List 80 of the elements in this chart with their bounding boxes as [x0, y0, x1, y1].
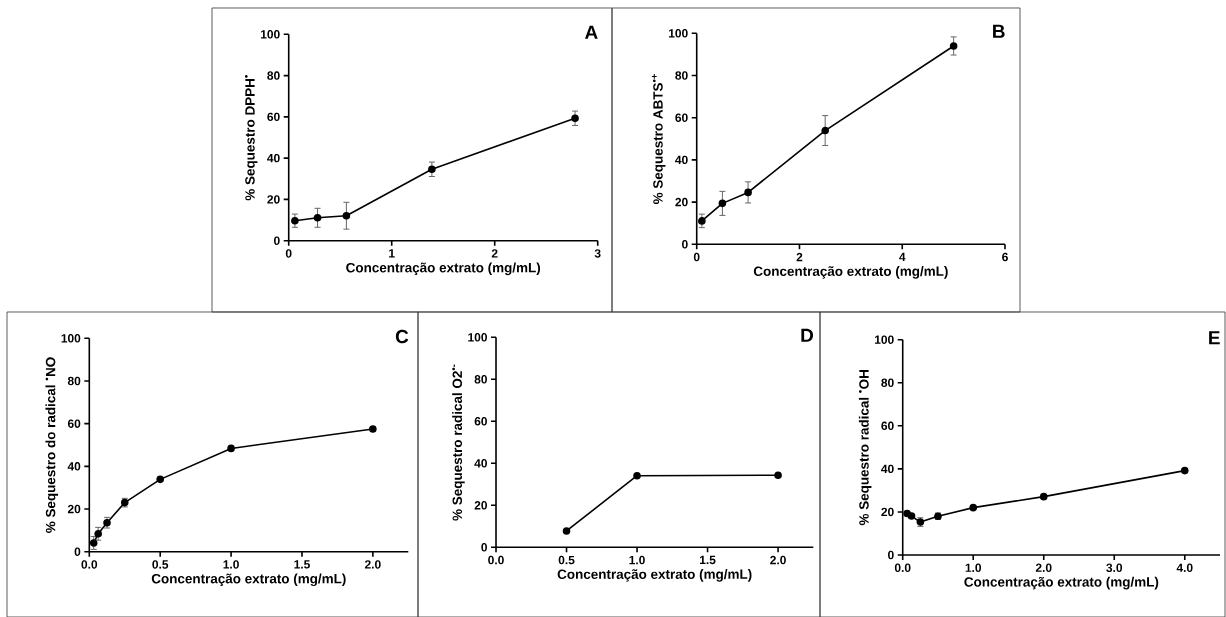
chart-title: E	[1209, 331, 1220, 345]
y-tick-label: 20	[267, 195, 280, 204]
x-tick-label: 0.5	[152, 560, 169, 569]
x-axis-title: Concentração extrato (mg/mL)	[753, 265, 948, 279]
point	[821, 126, 829, 135]
y-tick-label: 100	[468, 332, 487, 342]
x-tick-label: 1.0	[629, 555, 645, 565]
point	[562, 526, 571, 535]
x-axis-title: Concentração extrato (mg/mL)	[151, 573, 346, 586]
point	[428, 165, 436, 173]
y-axis-title: % Sequestro do radical $^{•}$NO	[45, 357, 58, 533]
y-tick-label: 0	[481, 542, 487, 552]
point	[89, 538, 98, 547]
y-tick-label: 20	[881, 507, 894, 516]
point	[342, 211, 351, 220]
y-tick-label: 20	[474, 500, 487, 510]
point	[291, 216, 299, 225]
x-tick-label: 0	[693, 252, 700, 262]
y-axis-title: % Sequestro DPPH$^{•}$	[244, 74, 258, 201]
x-tick-label: 2	[796, 252, 803, 261]
y-axis-title: % Sequestro ABTS$^{•+}$	[651, 73, 666, 204]
y-tick-label: 100	[61, 333, 81, 343]
y-tick-label: 60	[675, 113, 688, 122]
y-tick-label: 80	[67, 376, 81, 386]
x-tick-label: 4	[899, 252, 906, 261]
y-tick-label: 80	[474, 374, 487, 384]
y-tick-label: 60	[67, 419, 81, 428]
point	[774, 471, 782, 479]
y-axis-title: % Sequestro radical O2$^{•-}$	[452, 364, 465, 521]
point	[949, 41, 958, 50]
x-tick-label: 2.0	[770, 555, 786, 565]
y-tick-label: 100	[260, 29, 280, 39]
x-tick-label: 1.0	[965, 563, 982, 572]
x-tick-label: 0.0	[894, 563, 911, 572]
y-tick-label: 80	[267, 71, 280, 80]
point	[313, 213, 322, 222]
chart-title: D	[801, 328, 813, 342]
x-tick-label: 1.5	[699, 555, 716, 564]
y-tick-label: 0	[74, 547, 81, 556]
y-tick-label: 0	[682, 239, 688, 249]
y-tick-label: 40	[881, 464, 894, 473]
point	[718, 199, 727, 207]
y-tick-label: 60	[474, 416, 487, 426]
y-tick-label: 20	[675, 197, 688, 207]
y-tick-label: 40	[474, 458, 487, 468]
x-tick-label: 2.0	[364, 560, 381, 569]
y-tick-label: 20	[67, 504, 81, 514]
x-tick-label: 4.0	[1176, 563, 1193, 572]
x-axis-title: Concentração extrato (mg/mL)	[964, 576, 1159, 590]
y-axis-title: % Sequestro radical $^{•}$OH	[858, 369, 872, 525]
y-tick-label: 0	[274, 236, 280, 245]
point	[744, 188, 752, 197]
x-tick-label: 1	[389, 249, 395, 258]
x-tick-label: 1.5	[294, 560, 310, 569]
chart-title: C	[395, 329, 409, 344]
x-tick-label: 3	[594, 249, 601, 258]
chart-title: B	[993, 24, 1005, 38]
y-tick-label: 60	[881, 421, 894, 430]
point	[633, 471, 641, 480]
x-tick-label: 3.0	[1106, 563, 1123, 572]
y-tick-label: 40	[267, 153, 280, 163]
x-axis-title: Concentração extrato (mg/mL)	[557, 568, 752, 582]
x-axis-title: Concentração extrato (mg/mL)	[346, 262, 541, 275]
x-tick-label: 0	[285, 249, 292, 258]
x-tick-label: 0.0	[488, 555, 504, 565]
x-tick-label: 2	[491, 249, 498, 258]
y-tick-label: 40	[675, 155, 688, 164]
y-tick-label: 80	[675, 71, 688, 80]
y-tick-label: 60	[267, 112, 280, 121]
x-tick-label: 0.0	[81, 560, 98, 569]
y-tick-label: 100	[669, 28, 688, 38]
chart-title: A	[584, 25, 598, 39]
x-tick-label: 6	[1002, 252, 1008, 262]
y-tick-label: 40	[67, 461, 81, 471]
y-tick-label: 80	[881, 378, 894, 387]
x-tick-label: 0.5	[558, 555, 575, 565]
x-tick-label: 2.0	[1035, 563, 1052, 572]
point	[571, 114, 579, 122]
y-tick-label: 100	[875, 335, 894, 344]
x-tick-label: 1.0	[223, 560, 239, 569]
